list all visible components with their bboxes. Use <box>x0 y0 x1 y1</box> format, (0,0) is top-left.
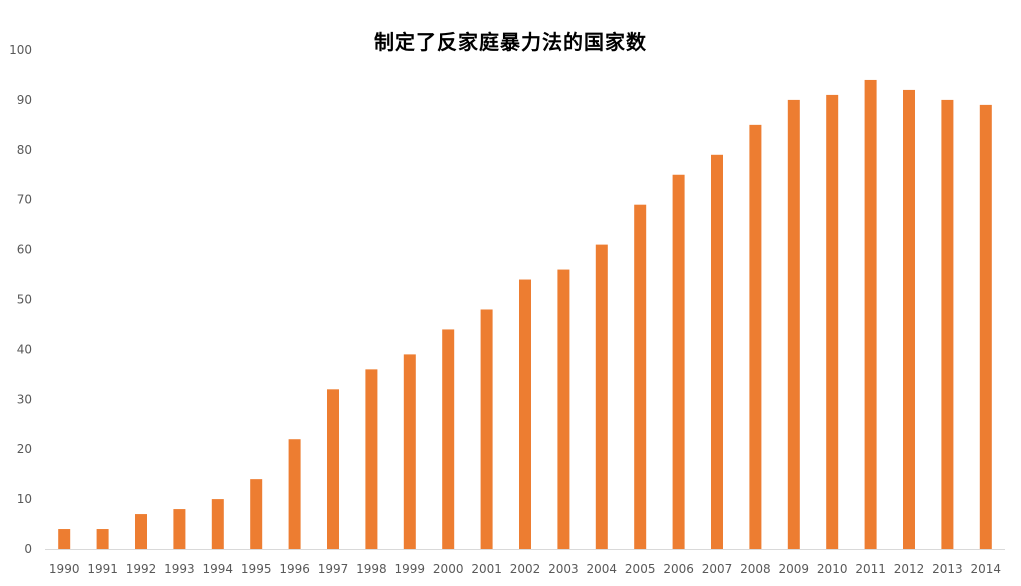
y-tick-label: 10 <box>17 492 32 506</box>
x-tick-label: 2014 <box>971 562 1002 576</box>
y-tick-label: 60 <box>17 243 32 257</box>
x-tick-label: 2002 <box>510 562 541 576</box>
bar-1999 <box>403 354 416 549</box>
x-tick-label: 2003 <box>548 562 579 576</box>
x-tick-label: 1998 <box>356 562 387 576</box>
x-tick-label: 1991 <box>87 562 118 576</box>
x-tick-label: 1999 <box>395 562 426 576</box>
x-tick-label: 1997 <box>318 562 349 576</box>
y-tick-label: 0 <box>24 542 32 556</box>
bar-2004 <box>595 244 608 550</box>
y-tick-label: 100 <box>9 43 32 57</box>
y-tick-label: 40 <box>17 342 32 356</box>
x-tick-label: 2007 <box>702 562 733 576</box>
bar-2008 <box>749 124 762 549</box>
bar-2001 <box>480 309 493 549</box>
bar-1993 <box>173 509 186 549</box>
x-tick-label: 2001 <box>471 562 502 576</box>
x-tick-label: 2012 <box>894 562 925 576</box>
x-tick-label: 1993 <box>164 562 195 576</box>
chart-title: 制定了反家庭暴力法的国家数 <box>374 30 647 54</box>
x-tick-label: 2000 <box>433 562 464 576</box>
bar-1994 <box>211 499 224 549</box>
bar-2000 <box>442 329 455 549</box>
x-tick-label: 2010 <box>817 562 848 576</box>
x-tick-label: 2008 <box>740 562 771 576</box>
x-tick-label: 2004 <box>587 562 618 576</box>
bar-1990 <box>58 529 71 549</box>
x-tick-label: 2006 <box>663 562 694 576</box>
bar-2014 <box>979 104 992 549</box>
bar-2005 <box>634 204 647 549</box>
bar-1996 <box>288 439 301 549</box>
x-tick-label: 2011 <box>855 562 886 576</box>
bar-1995 <box>250 479 263 549</box>
bar-2006 <box>672 174 685 549</box>
y-tick-label: 30 <box>17 392 32 406</box>
y-tick-label: 50 <box>17 293 32 307</box>
x-tick-label: 1996 <box>279 562 310 576</box>
x-tick-label: 1995 <box>241 562 272 576</box>
y-tick-label: 70 <box>17 193 32 207</box>
x-tick-label: 1994 <box>203 562 234 576</box>
x-tick-label: 1992 <box>126 562 157 576</box>
bar-1998 <box>365 369 378 549</box>
x-tick-label: 2005 <box>625 562 656 576</box>
bar-2003 <box>557 269 570 549</box>
bar-2009 <box>787 99 800 550</box>
x-tick-label: 2009 <box>779 562 810 576</box>
bar-2002 <box>519 279 531 549</box>
bar-2010 <box>826 94 839 549</box>
y-tick-label: 20 <box>17 442 32 456</box>
bar-2012 <box>903 89 915 550</box>
x-tick-label: 1990 <box>49 562 80 576</box>
bar-2013 <box>941 99 954 550</box>
y-tick-label: 80 <box>17 143 32 157</box>
bar-1997 <box>327 389 339 549</box>
x-tick-label: 2013 <box>932 562 963 576</box>
bar-1991 <box>96 529 109 549</box>
bar-2007 <box>711 154 723 550</box>
bar-2011 <box>864 79 877 549</box>
y-tick-label: 90 <box>17 93 32 107</box>
bar-1992 <box>135 514 147 549</box>
